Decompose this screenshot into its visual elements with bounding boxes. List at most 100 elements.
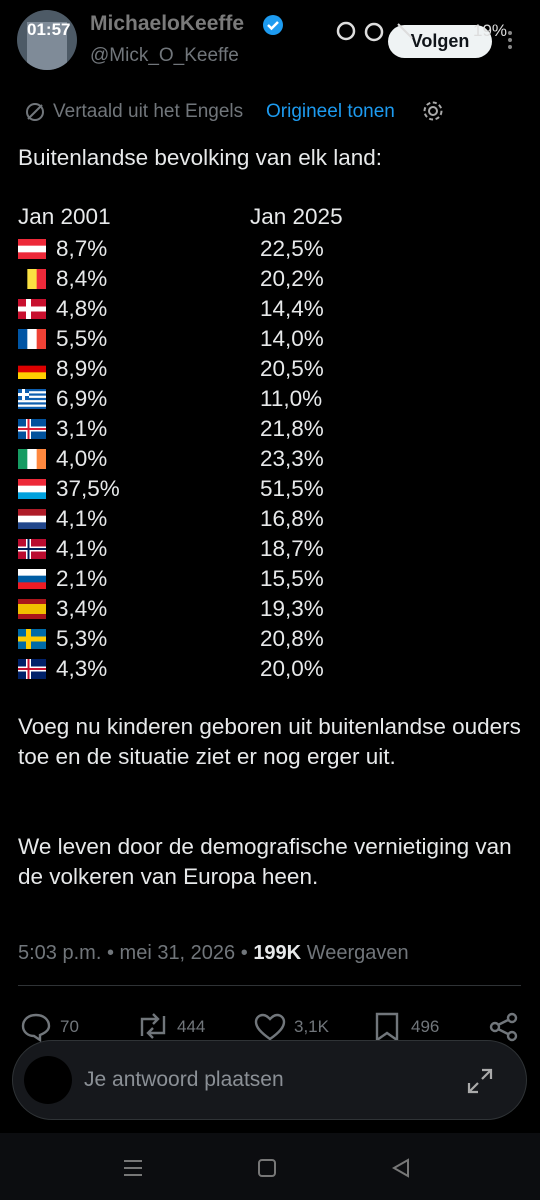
- data-row: 8,9% 20,5%: [0, 354, 540, 384]
- nav-bar: [0, 1133, 540, 1200]
- translation-label: Vertaald uit het Engels: [53, 101, 244, 122]
- data-row: 3,4% 19,3%: [0, 594, 540, 624]
- flag: [18, 389, 46, 409]
- post-paragraph: Voeg nu kinderen geboren uit buitenlands…: [18, 714, 521, 769]
- avatar[interactable]: [17, 10, 77, 70]
- data-row: 8,7% 22,5%: [0, 234, 540, 264]
- reply-box[interactable]: [12, 1040, 527, 1120]
- value-2001: 4,1%: [56, 506, 108, 531]
- flag: [18, 539, 46, 559]
- data-row: 4,3% 20,0%: [0, 654, 540, 684]
- value-2001: 8,9%: [56, 356, 108, 381]
- value-2001: 3,1%: [56, 416, 108, 441]
- like-count: 3,1K: [294, 1017, 329, 1036]
- data-row: 4,8% 14,4%: [0, 294, 540, 324]
- data-row: 37,5% 51,5%: [0, 474, 540, 504]
- data-row: 4,1% 16,8%: [0, 504, 540, 534]
- post-meta: 5:03 p.m. • mei 31, 2026 • 199K Weergave…: [18, 942, 409, 965]
- divider: [18, 985, 521, 986]
- author-handle[interactable]: @Mick_O_Keeffe: [90, 45, 239, 66]
- value-2001: 3,4%: [56, 596, 108, 621]
- data-row: 4,0% 23,3%: [0, 444, 540, 474]
- like-icon[interactable]: [253, 1012, 287, 1042]
- views-count: 199K: [253, 942, 302, 964]
- value-2001: 4,1%: [56, 536, 108, 561]
- post-paragraph: We leven door de demografische vernietig…: [18, 834, 512, 889]
- bookmark-icon[interactable]: [374, 1012, 400, 1042]
- value-2025: 16,8%: [260, 506, 324, 531]
- views-label: Weergaven: [306, 942, 409, 964]
- flag: [18, 299, 46, 319]
- value-2001: 6,9%: [56, 386, 108, 411]
- value-2025: 21,8%: [260, 416, 324, 441]
- nav-buttons[interactable]: [120, 1156, 420, 1180]
- more-menu[interactable]: [505, 30, 515, 52]
- value-2001: 8,4%: [56, 266, 108, 291]
- data-row: 3,1% 21,8%: [0, 414, 540, 444]
- status-icons: [336, 21, 413, 42]
- flag: [18, 419, 46, 439]
- separator: •: [240, 942, 248, 964]
- repost-icon[interactable]: [135, 1012, 171, 1040]
- flag: [18, 359, 46, 379]
- flag: [18, 659, 46, 679]
- data-row: 5,5% 14,0%: [0, 324, 540, 354]
- flag: [18, 629, 46, 649]
- value-2001: 8,7%: [56, 236, 108, 261]
- reply-icon[interactable]: [20, 1012, 52, 1042]
- value-2001: 4,3%: [56, 656, 108, 681]
- column-header: Jan 2025: [250, 204, 343, 229]
- reply-placeholder[interactable]: Je antwoord plaatsen: [84, 1068, 284, 1091]
- flag: [18, 329, 46, 349]
- battery: 19%: [473, 21, 508, 40]
- post-date: mei 31, 2026: [119, 942, 236, 964]
- value-2001: 4,0%: [56, 446, 108, 471]
- value-2025: 20,0%: [260, 656, 324, 681]
- value-2025: 14,4%: [260, 296, 324, 321]
- separator: •: [106, 942, 114, 964]
- bookmark-count: 496: [411, 1017, 440, 1036]
- value-2025: 20,8%: [260, 626, 324, 651]
- repost-count: 444: [177, 1017, 206, 1036]
- post-time: 5:03 p.m.: [18, 942, 102, 964]
- expand-icon[interactable]: [465, 1066, 495, 1096]
- flag: [18, 599, 46, 619]
- flag: [18, 509, 46, 529]
- value-2025: 23,3%: [260, 446, 324, 471]
- data-row: 6,9% 11,0%: [0, 384, 540, 414]
- data-row: 4,1% 18,7%: [0, 534, 540, 564]
- value-2025: 15,5%: [260, 566, 324, 591]
- value-2025: 18,7%: [260, 536, 324, 561]
- flag: [18, 269, 46, 289]
- value-2025: 20,2%: [260, 266, 324, 291]
- value-2001: 2,1%: [56, 566, 108, 591]
- flag: [18, 239, 46, 259]
- value-2025: 20,5%: [260, 356, 324, 381]
- verified-badge: [263, 15, 283, 35]
- show-original[interactable]: Origineel tonen: [266, 101, 395, 122]
- value-2025: 19,3%: [260, 596, 324, 621]
- flag: [18, 449, 46, 469]
- translate-icon: [26, 103, 44, 121]
- reply-count: 70: [60, 1017, 79, 1036]
- follow-button[interactable]: Volgen: [388, 25, 492, 58]
- data-row: 2,1% 15,5%: [0, 564, 540, 594]
- value-2025: 11,0%: [260, 386, 323, 411]
- author-name[interactable]: MichaeloKeeffe: [90, 12, 245, 35]
- value-2001: 4,8%: [56, 296, 108, 321]
- post-intro: Buitenlandse bevolking van elk land:: [18, 145, 382, 170]
- share-icon[interactable]: [488, 1012, 520, 1042]
- data-row: 5,3% 20,8%: [0, 624, 540, 654]
- flag: [18, 569, 46, 589]
- value-2001: 5,5%: [56, 326, 108, 351]
- data-row: 8,4% 20,2%: [0, 264, 540, 294]
- my-avatar: [24, 1056, 72, 1104]
- flag: [18, 479, 46, 499]
- value-2025: 51,5%: [260, 476, 324, 501]
- value-2001: 37,5%: [56, 476, 120, 501]
- settings-icon[interactable]: [422, 100, 444, 122]
- column-header: Jan 2001: [18, 204, 111, 229]
- value-2001: 5,3%: [56, 626, 108, 651]
- value-2025: 14,0%: [260, 326, 324, 351]
